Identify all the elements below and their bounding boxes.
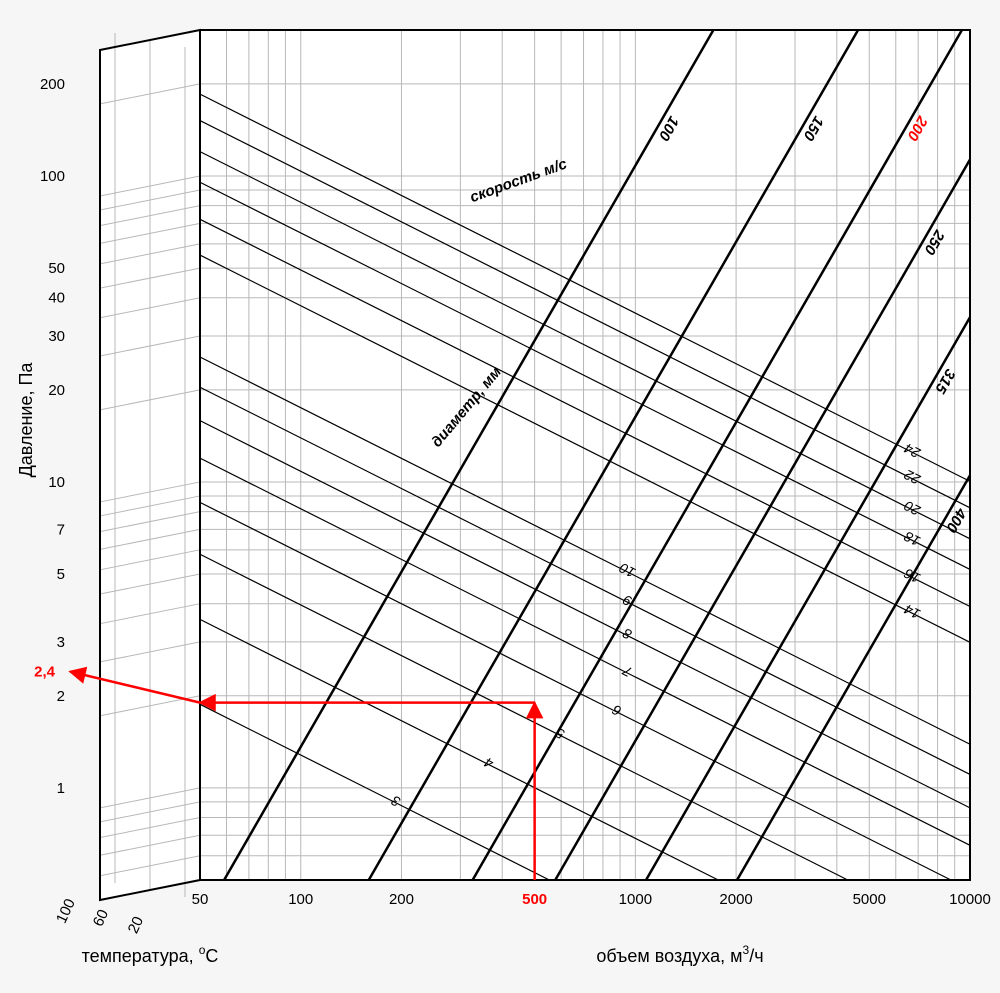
- temp-ticks: 100 60 20: [53, 896, 147, 936]
- svg-text:2000: 2000: [719, 891, 752, 908]
- svg-text:1: 1: [57, 780, 65, 797]
- svg-text:60: 60: [90, 907, 112, 929]
- y-ticks: 1 2 3 5 7 10 20 30 40 50 100 200: [40, 76, 65, 797]
- svg-text:100: 100: [288, 891, 313, 908]
- svg-text:2,4: 2,4: [34, 664, 56, 681]
- svg-text:7: 7: [57, 521, 65, 538]
- x-ticks: 50 100 200 500 1000 2000 5000 10000: [192, 891, 991, 908]
- nomograph-chart: 50 100 200 500 1000 2000 5000 10000 1 2 3 5 7 10 20 30…: [0, 0, 1000, 993]
- svg-text:1000: 1000: [619, 891, 652, 908]
- main-plot-bg: [200, 30, 970, 880]
- svg-text:5000: 5000: [853, 891, 886, 908]
- svg-text:2: 2: [57, 688, 65, 705]
- y-axis-label: Давление, Па: [16, 362, 36, 478]
- svg-text:40: 40: [48, 290, 65, 307]
- svg-text:5: 5: [57, 566, 65, 583]
- svg-text:50: 50: [48, 260, 65, 277]
- svg-text:10: 10: [48, 474, 65, 491]
- svg-text:100: 100: [53, 896, 79, 926]
- svg-text:20: 20: [125, 914, 147, 936]
- svg-text:50: 50: [192, 891, 209, 908]
- svg-text:500: 500: [522, 891, 547, 908]
- svg-text:200: 200: [40, 76, 65, 93]
- temp-axis-label: температура, oC: [82, 943, 219, 966]
- svg-text:20: 20: [48, 382, 65, 399]
- svg-text:10000: 10000: [949, 891, 991, 908]
- temp-grid: [100, 30, 200, 900]
- x-axis-label: объем воздуха, м3/ч: [596, 943, 763, 966]
- svg-text:200: 200: [389, 891, 414, 908]
- svg-text:100: 100: [40, 168, 65, 185]
- svg-text:30: 30: [48, 328, 65, 345]
- svg-text:3: 3: [57, 634, 65, 651]
